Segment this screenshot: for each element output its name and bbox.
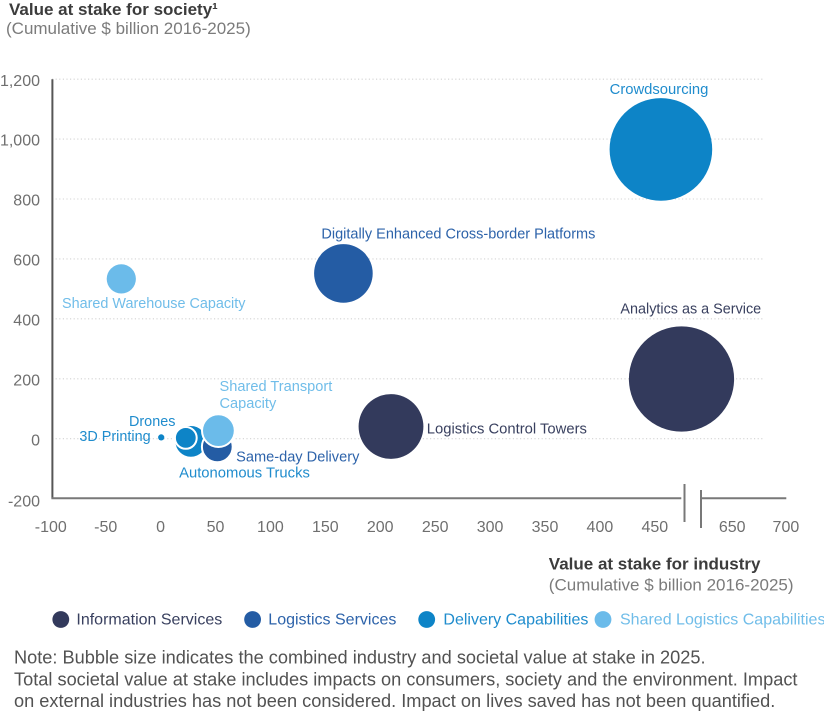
svg-text:Shared Warehouse Capacity: Shared Warehouse Capacity [62,296,246,312]
svg-text:Digitally Enhanced Cross-borde: Digitally Enhanced Cross-border Platform… [321,227,595,243]
svg-text:Value at stake for industry: Value at stake for industry [549,555,761,574]
svg-text:Shared Logistics Capabilities: Shared Logistics Capabilities [620,612,824,629]
svg-text:on external industries has not: on external industries has not been cons… [14,691,775,711]
svg-text:3D Printing: 3D Printing [79,429,150,445]
svg-text:1,200: 1,200 [0,73,40,90]
svg-text:400: 400 [13,312,40,329]
svg-text:-200: -200 [8,494,40,511]
svg-text:150: 150 [312,519,339,536]
svg-text:350: 350 [532,519,559,536]
svg-text:200: 200 [13,372,40,389]
svg-text:-100: -100 [35,519,67,536]
svg-text:Delivery Capabilities: Delivery Capabilities [443,612,588,629]
svg-text:Logistics Control Towers: Logistics Control Towers [427,422,587,438]
svg-text:(Cumulative $ billion 2016-202: (Cumulative $ billion 2016-2025) [549,575,794,594]
svg-text:(Cumulative $ billion 2016-202: (Cumulative $ billion 2016-2025) [6,19,251,38]
svg-text:Drones: Drones [129,414,175,430]
svg-text:Note: Bubble size indicates th: Note: Bubble size indicates the combined… [14,648,706,668]
svg-text:Crowdsourcing: Crowdsourcing [610,82,709,98]
svg-text:Shared Transport: Shared Transport [220,379,333,395]
svg-text:1,000: 1,000 [0,133,40,150]
svg-text:0: 0 [31,432,40,449]
svg-text:450: 450 [641,519,668,536]
svg-text:700: 700 [773,519,800,536]
svg-text:250: 250 [422,519,449,536]
svg-text:Information Services: Information Services [76,612,222,629]
svg-text:Analytics as a Service: Analytics as a Service [620,302,761,318]
svg-text:Capacity: Capacity [220,396,277,412]
svg-text:Total societal value at stake: Total societal value at stake includes i… [14,669,797,689]
svg-text:-50: -50 [94,519,117,536]
svg-text:200: 200 [367,519,394,536]
svg-text:800: 800 [13,193,40,210]
svg-text:650: 650 [719,519,746,536]
svg-text:300: 300 [477,519,504,536]
svg-text:400: 400 [587,519,614,536]
svg-text:Autonomous Trucks: Autonomous Trucks [179,466,310,482]
svg-text:Value at stake for society¹: Value at stake for society¹ [9,0,218,19]
svg-text:100: 100 [257,519,284,536]
svg-text:Logistics Services: Logistics Services [268,612,396,629]
svg-text:600: 600 [13,253,40,270]
svg-text:50: 50 [207,519,225,536]
svg-text:Same-day Delivery: Same-day Delivery [236,450,360,466]
svg-text:0: 0 [156,519,165,536]
